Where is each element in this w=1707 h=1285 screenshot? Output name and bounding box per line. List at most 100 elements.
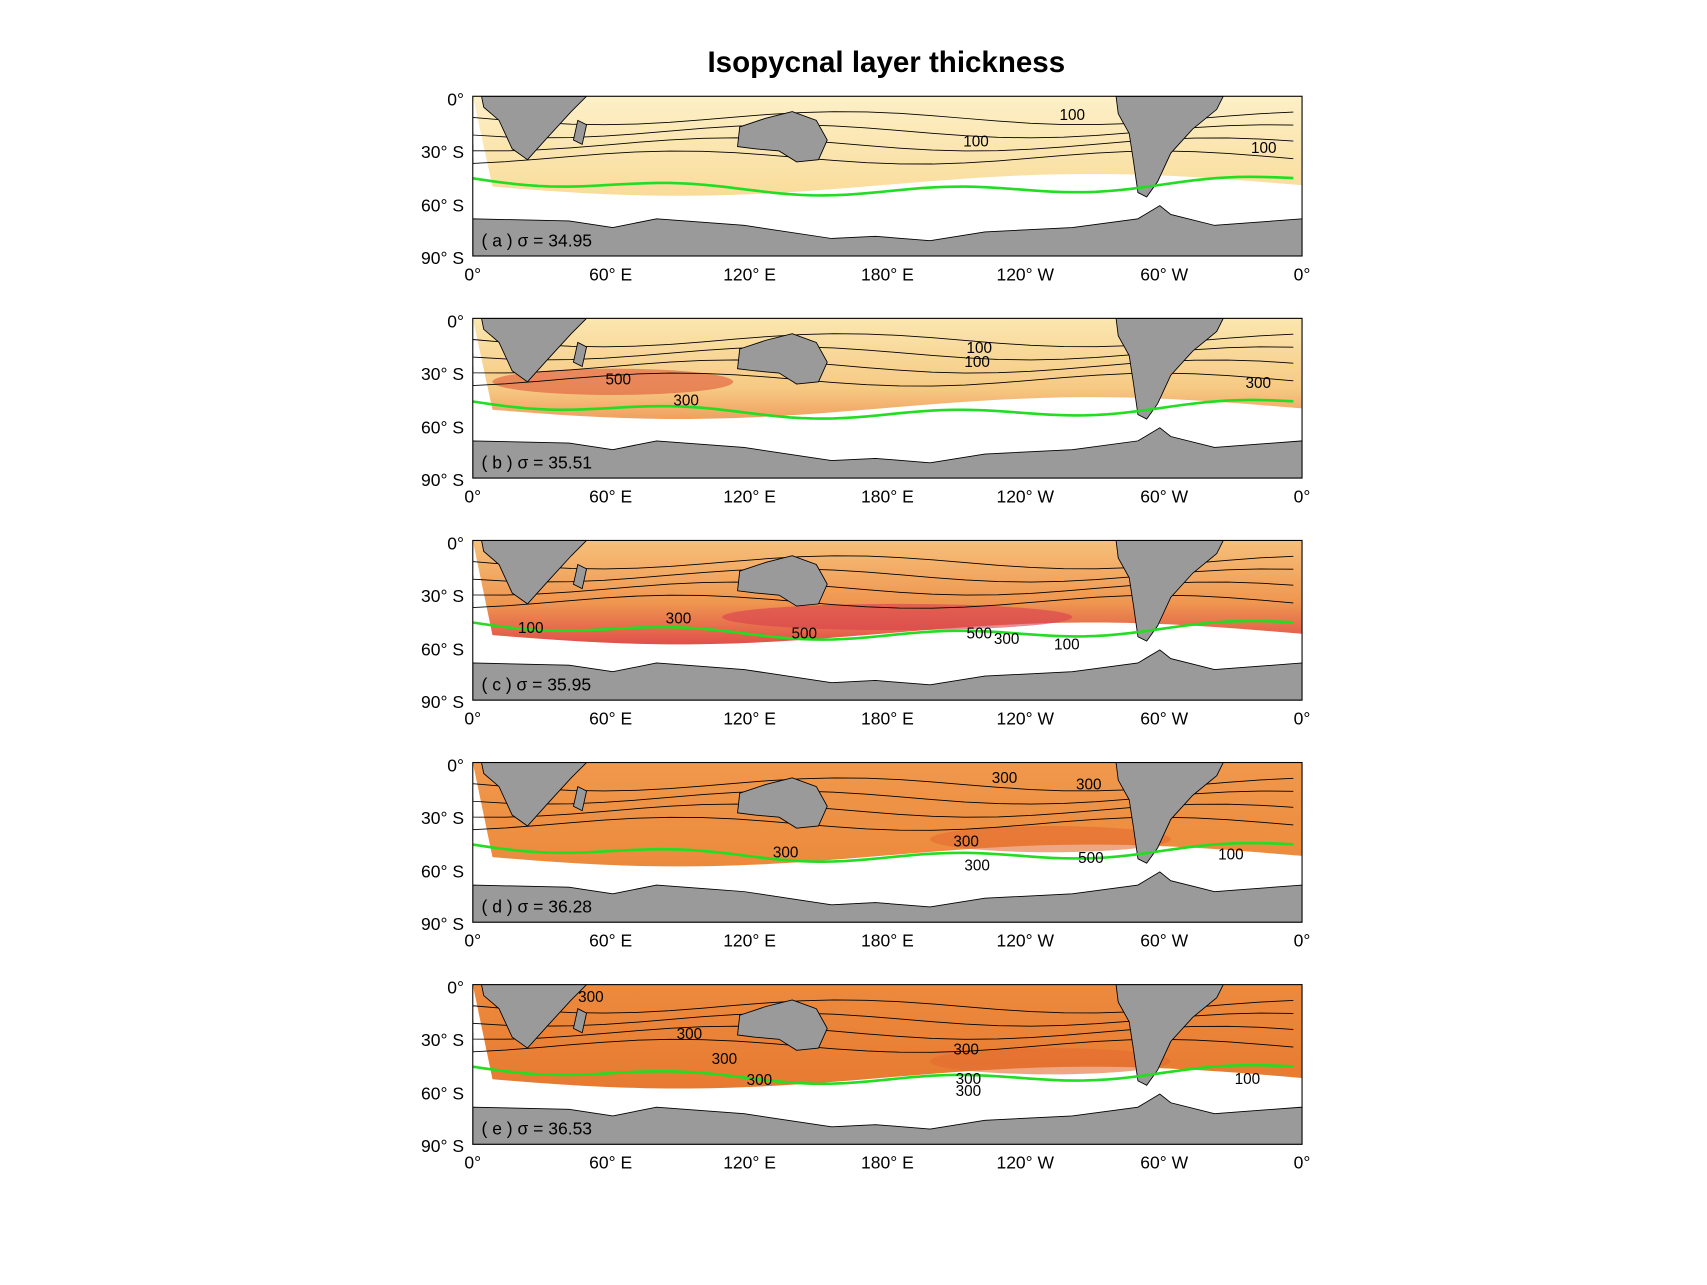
land-africa: [481, 540, 588, 605]
map-body: 300 300 300 300 300 500 100: [472, 762, 1303, 923]
contour-label: 300: [773, 844, 799, 861]
land-africa: [481, 762, 588, 827]
contour-label: 300: [1076, 777, 1102, 794]
contour-label: 300: [994, 631, 1020, 648]
land-antarctica: [472, 1093, 1303, 1145]
lon-tick-label: 60° W: [1140, 708, 1188, 728]
contour-label: 300: [956, 1083, 982, 1100]
land-antarctica: [472, 427, 1303, 479]
map-frame: [472, 95, 1303, 257]
contour-label: 500: [967, 626, 993, 643]
lon-tick-label: 180° E: [861, 931, 914, 951]
lat-tick-label: 60° S: [421, 417, 464, 437]
lat-tick-label: 60° S: [421, 1084, 464, 1104]
lat-tick-label: 30° S: [421, 1030, 464, 1050]
land-antarctica: [472, 871, 1303, 923]
lon-tick-label: 180° E: [861, 486, 914, 506]
contour-label: 100: [1054, 637, 1080, 654]
panel-label: ( d ) σ = 36.28: [482, 897, 593, 917]
contour-label: 300: [747, 1072, 773, 1089]
lon-tick-label: 0°: [1294, 264, 1311, 284]
lon-tick-label: 0°: [464, 486, 481, 506]
lat-tick-label: 0°: [447, 89, 464, 109]
land-africa: [481, 318, 588, 383]
lat-tick-label: 30° S: [421, 142, 464, 162]
contour-label: 100: [1060, 107, 1086, 124]
contour-label: 300: [712, 1051, 738, 1068]
lon-tick-label: 0°: [464, 931, 481, 951]
lat-tick-label: 30° S: [421, 586, 464, 606]
lon-tick-label: 60° E: [589, 486, 632, 506]
lon-tick-label: 0°: [464, 264, 481, 284]
land-south-america: [1115, 540, 1224, 642]
lon-tick-label: 0°: [1294, 931, 1311, 951]
contour-label: 300: [677, 1026, 703, 1043]
land-south-america: [1115, 762, 1224, 864]
contour-label: 100: [963, 133, 989, 150]
contour-label: 300: [953, 833, 979, 850]
contour-label: 300: [953, 1041, 979, 1058]
thickness-max: [722, 603, 1073, 631]
contour-label: 500: [1078, 850, 1104, 867]
lon-tick-label: 180° E: [861, 1153, 914, 1173]
lon-tick-label: 60° E: [589, 708, 632, 728]
contour-label: 300: [1246, 375, 1272, 392]
lat-tick-label: 90° S: [421, 1136, 464, 1156]
lon-tick-label: 120° W: [996, 708, 1054, 728]
contour-label: 300: [992, 770, 1018, 787]
polar-front: [472, 398, 1294, 420]
land-australia: [737, 111, 828, 163]
lon-tick-label: 120° W: [996, 1153, 1054, 1173]
map-body: 100 100 100: [472, 96, 1303, 257]
lon-tick-label: 0°: [1294, 486, 1311, 506]
panel-label: ( e ) σ = 36.53: [482, 1119, 593, 1139]
lat-tick-label: 30° S: [421, 808, 464, 828]
land-antarctica: [472, 205, 1303, 257]
contour-label: 100: [1218, 847, 1244, 864]
land-antarctica: [472, 649, 1303, 701]
land-madagascar: [572, 785, 588, 812]
lon-tick-label: 60° E: [589, 264, 632, 284]
contour-label: 300: [964, 858, 990, 875]
lon-tick-label: 0°: [1294, 1153, 1311, 1173]
lon-tick-label: 120° W: [996, 931, 1054, 951]
lon-tick-label: 180° E: [861, 264, 914, 284]
map-frame: [472, 539, 1303, 701]
contour-label: 500: [792, 626, 818, 643]
lon-tick-label: 0°: [464, 708, 481, 728]
lat-tick-label: 0°: [447, 978, 464, 998]
land-madagascar: [572, 119, 588, 146]
lon-tick-label: 120° E: [723, 486, 776, 506]
land-south-america: [1115, 318, 1224, 420]
lat-tick-label: 90° S: [421, 470, 464, 490]
lon-tick-label: 60° W: [1140, 1153, 1188, 1173]
lat-tick-label: 0°: [447, 311, 464, 331]
contour-label: 300: [956, 1071, 982, 1088]
lon-tick-label: 120° W: [996, 486, 1054, 506]
land-south-america: [1115, 96, 1224, 198]
contour-label: 300: [666, 610, 692, 627]
polar-front: [472, 1063, 1294, 1086]
lon-tick-label: 60° W: [1140, 931, 1188, 951]
map-frame: [472, 984, 1303, 1145]
land-africa: [481, 96, 588, 161]
lat-tick-label: 90° S: [421, 248, 464, 268]
panel-label: ( b ) σ = 35.51: [482, 452, 593, 472]
land-south-america: [1115, 984, 1224, 1086]
contour-label: 100: [1235, 1071, 1261, 1088]
lat-tick-label: 60° S: [421, 862, 464, 882]
thickness-field: [472, 540, 1303, 645]
land-australia: [737, 333, 828, 385]
lat-tick-label: 0°: [447, 533, 464, 553]
lat-tick-label: 30° S: [421, 364, 464, 384]
lat-tick-label: 90° S: [421, 692, 464, 712]
panel-label: ( c ) σ = 35.95: [482, 675, 592, 695]
land-africa: [481, 984, 588, 1049]
lon-tick-label: 120° E: [723, 1153, 776, 1173]
